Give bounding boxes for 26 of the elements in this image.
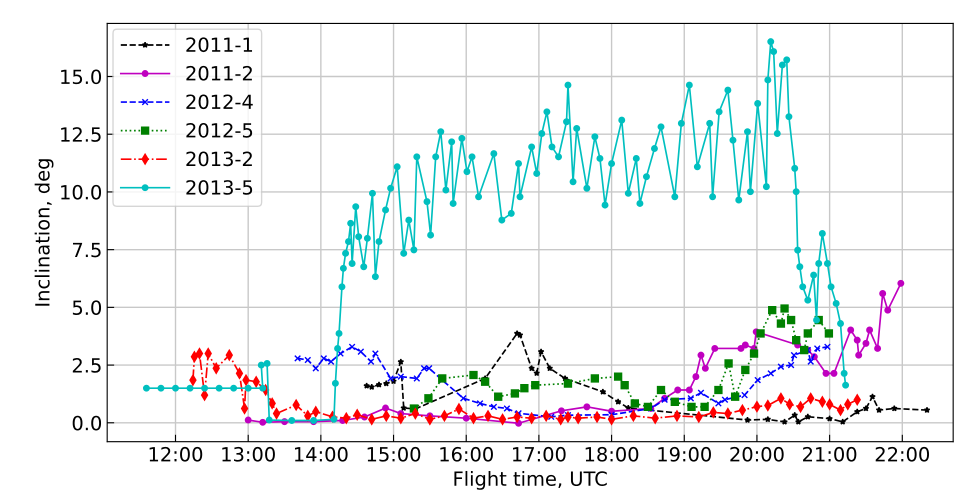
x-tick-label: 19:00 [658, 446, 711, 462]
y-tick-label: 10.0 [61, 184, 102, 200]
legend-label: 2013-2 [186, 152, 252, 166]
x-tick-label: 22:00 [876, 446, 930, 462]
y-tick-label: 7.5 [72, 242, 101, 258]
y-tick-label: 0.0 [72, 416, 102, 430]
legend-label: 2012-4 [186, 94, 253, 110]
x-tick-label: 18:00 [586, 446, 638, 462]
x-tick-label: 12:00 [150, 446, 202, 462]
x-tick-label: 13:00 [222, 446, 275, 462]
x-tick-label: 17:00 [513, 446, 566, 462]
legend-label: 2011-2 [186, 66, 252, 81]
y-tick-label: 12.5 [61, 127, 101, 142]
x-tick-label: 14:00 [294, 446, 348, 462]
legend-label: 2011-1 [186, 37, 252, 52]
y-axis-title: Inclination, deg [34, 159, 54, 306]
y-tick-label: 2.5 [72, 358, 101, 373]
x-tick-label: 20:00 [730, 446, 784, 462]
y-tick-label: 5.0 [72, 300, 102, 316]
legend-label: 2013-5 [186, 180, 252, 195]
x-tick-label: 21:00 [803, 446, 856, 462]
x-tick-label: 16:00 [440, 446, 493, 462]
y-tick-label: 15.0 [61, 69, 102, 84]
legend-label: 2012-5 [186, 122, 252, 138]
x-tick-label: 15:00 [368, 446, 420, 462]
x-axis-title: Flight time, UTC [454, 470, 607, 490]
